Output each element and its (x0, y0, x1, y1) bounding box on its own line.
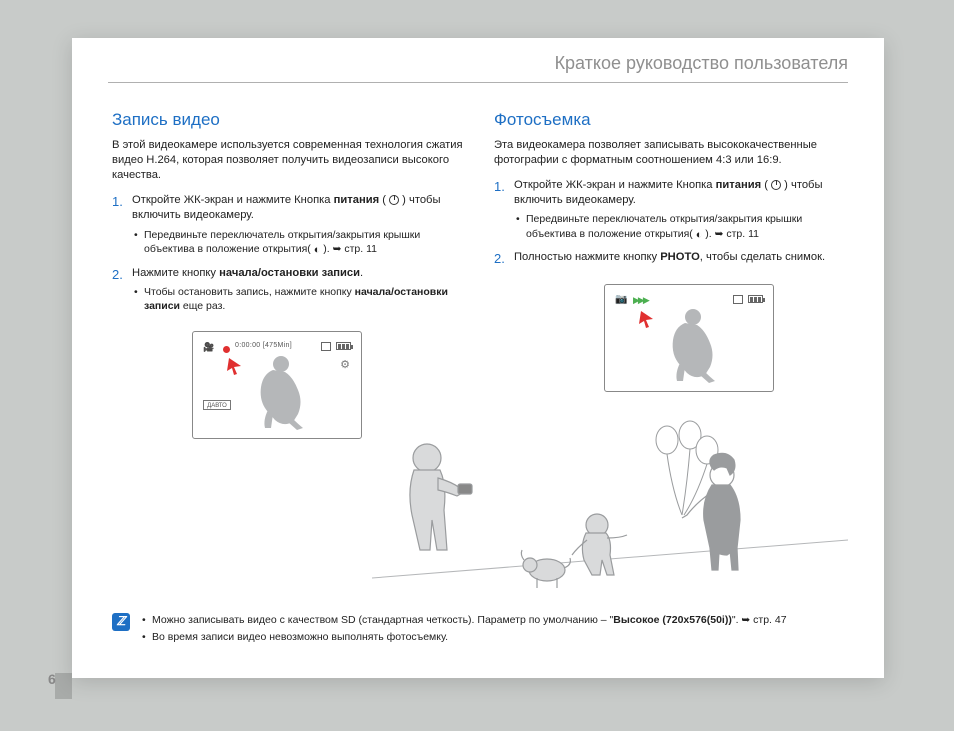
manual-page: Краткое руководство пользователя Запись … (72, 38, 884, 678)
header-rule (108, 82, 848, 83)
t: Нажмите кнопку (132, 267, 219, 279)
t: Можно записывать видео с качеством SD (с… (152, 614, 613, 626)
t: Полностью нажмите кнопку (514, 251, 660, 263)
photo-section: Фотосъемка Эта видеокамера позволяет зап… (494, 110, 848, 439)
section-title-video: Запись видео (112, 110, 466, 130)
t: Откройте ЖК-экран и нажмите Кнопка (132, 194, 334, 206)
t: Передвиньте переключатель открытия/закры… (144, 229, 420, 255)
video-step-1: Откройте ЖК-экран и нажмите Кнопка питан… (112, 193, 466, 257)
lcd-preview-video: 🎥 0:00:00 [475Min] ⚙ ДАВТО (192, 331, 362, 439)
power-icon (389, 195, 399, 205)
scene-illustration (372, 420, 848, 610)
photo-step-2: Полностью нажмите кнопку PHOTO, чтобы сд… (494, 250, 848, 265)
photo-step-1-sub: Передвиньте переключатель открытия/закры… (514, 212, 848, 242)
video-step-2-sub: Чтобы остановить запись, нажмите кнопку … (132, 285, 466, 313)
silhouette-icon (605, 285, 775, 393)
t: питания (716, 179, 762, 191)
lcd-preview-photo: 📷 ▶▶▶ (604, 284, 774, 392)
t: начала/остановки записи (219, 267, 360, 279)
footnote-line-1: Можно записывать видео с качеством SD (с… (140, 613, 787, 628)
silhouette-icon (193, 332, 363, 440)
page-ref: ➥ стр. 11 (333, 243, 377, 255)
t: Откройте ЖК-экран и нажмите Кнопка (514, 179, 716, 191)
t: Высокое (720x576(50i)) (613, 614, 732, 626)
t: ). (320, 243, 332, 255)
t: Чтобы остановить запись, нажмите кнопку (144, 286, 355, 298)
page-tab (55, 673, 72, 699)
t: . (360, 267, 363, 279)
t: ). (702, 228, 714, 240)
footnote-box: ℤ Можно записывать видео с качеством SD … (112, 613, 848, 648)
header-title: Краткое руководство пользователя (555, 53, 848, 74)
video-step-2: Нажмите кнопку начала/остановки записи. … (112, 266, 466, 313)
photo-step-1: Откройте ЖК-экран и нажмите Кнопка питан… (494, 178, 848, 242)
video-recording-section: Запись видео В этой видеокамере использу… (112, 110, 466, 439)
t: ". (732, 614, 742, 626)
page-ref: ➥ стр. 11 (715, 228, 759, 240)
t: PHOTO (660, 251, 700, 263)
footnote-line-2: Во время записи видео невозможно выполня… (140, 630, 787, 645)
t: , чтобы сделать снимок. (700, 251, 825, 263)
video-step-1-sub: Передвиньте переключатель открытия/закры… (132, 228, 466, 258)
t: ( (379, 194, 389, 206)
page-number: 6 (48, 671, 56, 687)
t: питания (334, 194, 380, 206)
t: Передвиньте переключатель открытия/закры… (526, 213, 802, 239)
video-intro: В этой видеокамере используется современ… (112, 138, 466, 183)
t: ( (761, 179, 771, 191)
page-ref: ➥ стр. 47 (741, 614, 786, 626)
power-icon (771, 180, 781, 190)
photo-intro: Эта видеокамера позволяет записывать выс… (494, 138, 848, 168)
t: еще раз. (180, 300, 225, 312)
section-title-photo: Фотосъемка (494, 110, 848, 130)
note-icon: ℤ (112, 613, 130, 631)
